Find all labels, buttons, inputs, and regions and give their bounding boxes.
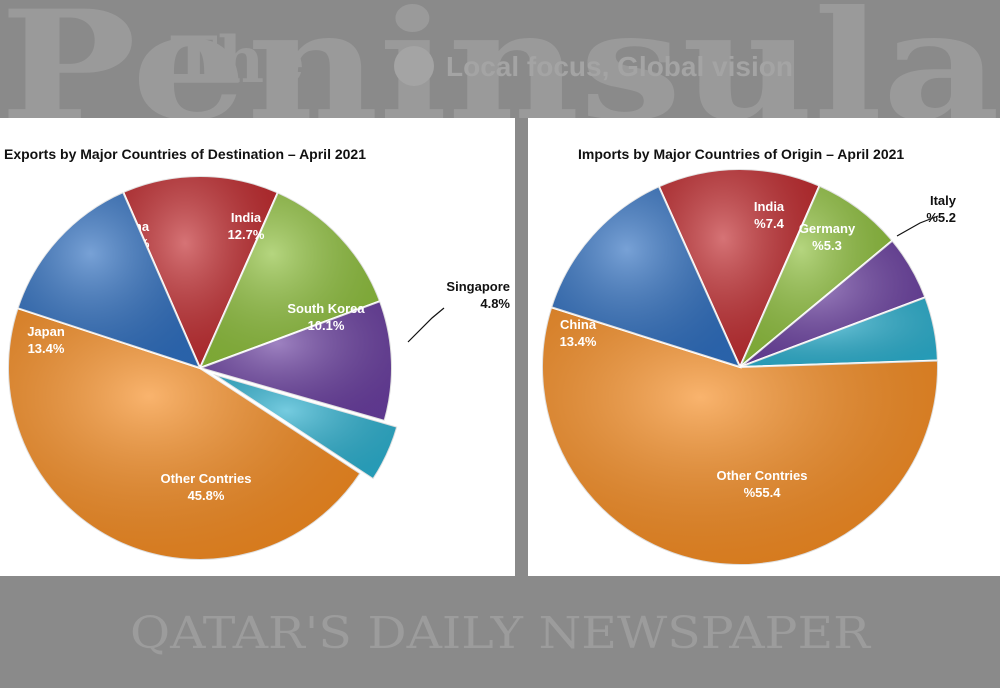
- imports-chart-title: Imports by Major Countries of Origin – A…: [578, 146, 905, 162]
- slice-label-other-contries: Other Contries: [160, 471, 251, 486]
- slice-value-other-contries: %55.4: [744, 485, 782, 500]
- slice-label-india: India: [231, 210, 262, 225]
- slice-label-japan: Japan: [27, 324, 65, 339]
- slice-value-india: 12.7%: [228, 227, 265, 242]
- globe-icon: [394, 46, 434, 86]
- leader-line-singapore: [407, 307, 445, 343]
- slice-value-south-korea: 10.1%: [308, 318, 345, 333]
- slice-value-germany: %5.3: [812, 238, 842, 253]
- masthead-footer: QATAR'S DAILY NEWSPAPER: [130, 608, 872, 659]
- imports-pie-chart: USA13.3%India%7.4Germany%5.3Italy%5.2Oth…: [541, 168, 957, 566]
- slice-label-india: India: [754, 199, 785, 214]
- slice-label-south-korea: South Korea: [287, 301, 365, 316]
- slice-label-germany: Germany: [799, 221, 856, 236]
- slice-value-china: 13.4%: [560, 334, 597, 349]
- slice-value-italy: %5.2: [926, 210, 956, 225]
- imports-chart-panel: Imports by Major Countries of Origin – A…: [528, 118, 1000, 576]
- exports-chart-title: Exports by Major Countries of Destinatio…: [4, 146, 366, 162]
- slice-value-japan: 13.4%: [28, 341, 65, 356]
- exports-chart-panel: Exports by Major Countries of Destinatio…: [0, 118, 515, 576]
- slice-label-italy: Italy: [930, 193, 957, 208]
- slice-label-china: China: [560, 317, 597, 332]
- masthead-tagline: Local focus, Global vision: [446, 51, 793, 82]
- slice-value-singapore: 4.8%: [480, 296, 510, 311]
- slice-label-other-contries: Other Contries: [716, 468, 807, 483]
- leader-line-italy: [896, 215, 939, 237]
- masthead-the: The: [170, 23, 305, 98]
- slice-value-india: %7.4: [754, 216, 784, 231]
- slice-label-singapore: Singapore: [446, 279, 510, 294]
- slice-value-other-contries: 45.8%: [188, 488, 225, 503]
